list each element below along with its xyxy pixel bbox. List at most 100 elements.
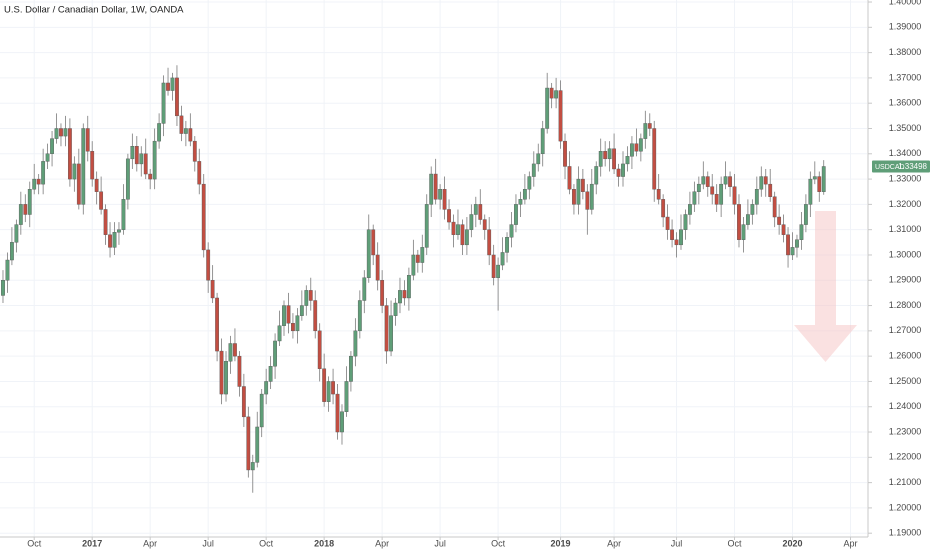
candle-body <box>402 290 407 299</box>
candle-body <box>295 315 300 332</box>
candle-body <box>94 178 99 192</box>
candle-body <box>737 204 741 240</box>
candle-body <box>72 163 77 180</box>
candle-body <box>500 252 505 266</box>
candle-body <box>152 140 157 180</box>
y-tick-label: 1.39000 <box>889 22 922 32</box>
candle-body <box>326 381 331 402</box>
candle-body <box>179 115 184 134</box>
candle-body <box>531 163 536 177</box>
price-tag-symbol: USDCAD <box>875 164 905 171</box>
candle-body <box>692 191 697 205</box>
y-tick-label: 1.28000 <box>889 300 922 310</box>
candle-body <box>90 151 95 180</box>
candle-body <box>349 355 353 382</box>
candle-body <box>514 204 518 225</box>
candle-body <box>63 128 68 137</box>
x-tick-label: Apr <box>375 538 389 548</box>
candle-body <box>219 350 224 395</box>
candle-body <box>192 140 197 162</box>
candle-body <box>763 176 768 185</box>
candle-body <box>812 176 817 180</box>
candle-body <box>701 176 706 185</box>
candle-body <box>125 158 130 200</box>
candle-body <box>277 325 282 342</box>
candle-body <box>41 161 46 185</box>
candle-body <box>464 229 469 246</box>
candle-body <box>237 355 242 387</box>
candle-body <box>259 393 264 428</box>
candle-body <box>393 302 398 316</box>
candle-body <box>375 254 380 281</box>
candle-body <box>32 178 37 190</box>
arrow-shaft <box>815 211 836 325</box>
candle-body <box>299 305 304 316</box>
candle-body <box>99 191 104 210</box>
candle-body <box>139 153 144 165</box>
candle-body <box>723 176 728 185</box>
x-tick-label: Apr <box>607 538 621 548</box>
candle-body <box>175 77 179 117</box>
candle-body <box>688 204 692 215</box>
candle-body <box>317 330 322 369</box>
candle-body <box>411 254 416 276</box>
candle-body <box>522 189 527 200</box>
candle-body <box>206 249 211 281</box>
candle-body <box>714 194 719 205</box>
candle-body <box>585 191 590 210</box>
x-tick-label: Jul <box>434 538 446 548</box>
candle-body <box>469 214 474 230</box>
candle-body <box>482 219 487 230</box>
candle-body <box>545 87 550 129</box>
candle-body <box>76 163 81 205</box>
candle-body <box>268 366 273 382</box>
candle-body <box>630 143 634 157</box>
candle-body <box>665 216 670 230</box>
candle-body <box>228 343 233 362</box>
y-tick-label: 1.21000 <box>889 477 922 487</box>
candle-body <box>331 381 335 395</box>
x-tick-label: 2018 <box>314 538 334 548</box>
y-tick-label: 1.29000 <box>889 275 922 285</box>
candle-body <box>108 234 112 248</box>
candle-body <box>563 140 567 167</box>
candle-body <box>67 128 72 180</box>
price-tag-box <box>872 160 930 173</box>
candle-body <box>183 128 188 134</box>
candle-body <box>273 340 277 367</box>
y-tick-label: 1.24000 <box>889 401 922 411</box>
candle-body <box>23 204 28 215</box>
axes: 1.19000 1.20000 1.21000 1.22000 1.23000 1.240… <box>27 0 921 548</box>
y-tick-label: 1.38000 <box>889 47 922 57</box>
candle-body <box>786 234 790 256</box>
x-tick-label: Oct <box>491 538 506 548</box>
candle-body <box>750 204 755 215</box>
candle-body <box>27 189 32 215</box>
candle-body <box>460 224 465 246</box>
x-tick-label: 2020 <box>782 538 802 548</box>
y-tick-label: 1.34000 <box>889 148 922 158</box>
candle-body <box>509 224 514 238</box>
candle-body <box>719 183 724 205</box>
candle-body <box>250 462 255 471</box>
y-tick-label: 1.23000 <box>889 426 922 436</box>
candle-body <box>505 237 509 253</box>
x-tick-label: 2019 <box>551 538 571 548</box>
arrow-head <box>794 325 857 362</box>
candle-body <box>429 173 434 205</box>
candle-body <box>603 151 608 160</box>
candle-body <box>705 176 710 187</box>
y-tick-label: 1.22000 <box>889 452 922 462</box>
candle-body <box>1 280 5 296</box>
candle-body <box>527 176 532 190</box>
candle-body <box>103 209 108 235</box>
candle-body <box>420 247 425 263</box>
candle-body <box>487 229 492 256</box>
candle-body <box>554 90 558 99</box>
candle-body <box>598 151 603 167</box>
candle-body <box>759 176 764 190</box>
candle-body <box>157 123 162 142</box>
candle-body <box>438 189 443 200</box>
candle-body <box>59 128 63 137</box>
price-tag-value: 1.33498 <box>898 162 927 171</box>
